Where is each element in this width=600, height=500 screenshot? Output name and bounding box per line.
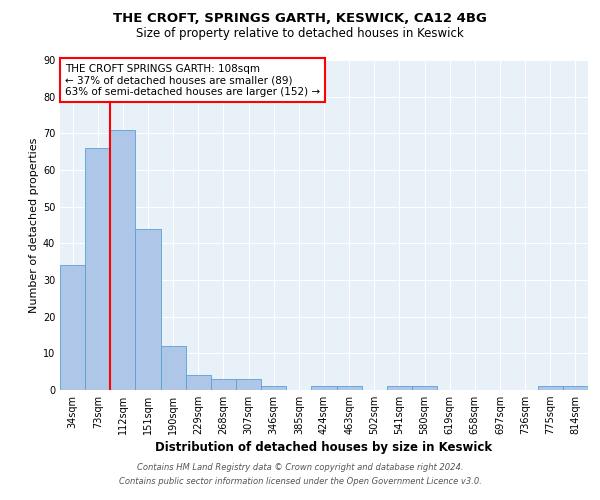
Text: THE CROFT, SPRINGS GARTH, KESWICK, CA12 4BG: THE CROFT, SPRINGS GARTH, KESWICK, CA12 … xyxy=(113,12,487,26)
Bar xyxy=(538,386,563,390)
Bar xyxy=(236,379,261,390)
Bar xyxy=(412,386,437,390)
Bar xyxy=(136,228,161,390)
Bar xyxy=(161,346,186,390)
Bar xyxy=(563,386,588,390)
Bar xyxy=(261,386,286,390)
Bar xyxy=(387,386,412,390)
Bar xyxy=(311,386,337,390)
Text: Contains public sector information licensed under the Open Government Licence v3: Contains public sector information licen… xyxy=(119,477,481,486)
Text: THE CROFT SPRINGS GARTH: 108sqm
← 37% of detached houses are smaller (89)
63% of: THE CROFT SPRINGS GARTH: 108sqm ← 37% of… xyxy=(65,64,320,97)
Bar xyxy=(110,130,136,390)
Bar xyxy=(337,386,362,390)
Bar xyxy=(60,266,85,390)
Y-axis label: Number of detached properties: Number of detached properties xyxy=(29,138,38,312)
Text: Size of property relative to detached houses in Keswick: Size of property relative to detached ho… xyxy=(136,28,464,40)
Bar xyxy=(211,379,236,390)
X-axis label: Distribution of detached houses by size in Keswick: Distribution of detached houses by size … xyxy=(155,442,493,454)
Bar xyxy=(186,376,211,390)
Bar xyxy=(85,148,110,390)
Text: Contains HM Land Registry data © Crown copyright and database right 2024.: Contains HM Land Registry data © Crown c… xyxy=(137,464,463,472)
